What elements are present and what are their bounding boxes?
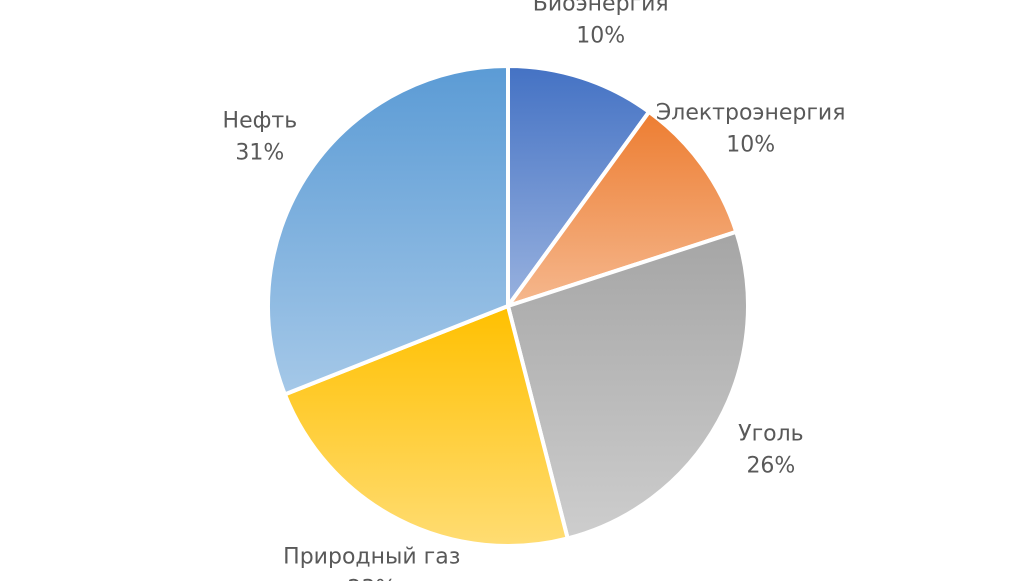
slice-label: Нефть xyxy=(223,108,298,133)
pie-slice xyxy=(505,229,750,541)
value-label: 31% xyxy=(235,140,284,165)
slice-label: Биоэнергия xyxy=(533,0,669,17)
pie-slice xyxy=(506,63,652,313)
pie-slice xyxy=(502,109,739,310)
slice-label: Электроэнергия xyxy=(656,101,846,126)
slice-label: Природный газ xyxy=(283,544,460,569)
value-label: 10% xyxy=(576,24,625,49)
pie-slice xyxy=(266,63,510,397)
value-label: 10% xyxy=(726,133,775,158)
pie-slice xyxy=(282,303,571,548)
value-label: 26% xyxy=(746,454,795,479)
value-label: 23% xyxy=(347,576,396,581)
slice-label: Уголь xyxy=(738,422,803,447)
